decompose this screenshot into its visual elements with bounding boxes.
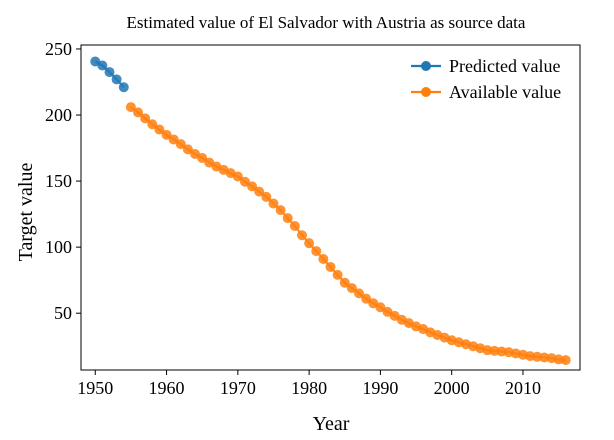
data-point: [289, 220, 300, 231]
legend-marker: [421, 61, 431, 71]
data-point: [275, 205, 286, 216]
x-tick-label: 1960: [149, 378, 185, 398]
data-point: [261, 191, 272, 202]
data-point: [154, 124, 165, 135]
data-point: [304, 238, 315, 249]
data-point: [311, 246, 322, 257]
data-point: [268, 198, 279, 209]
x-axis-label: Year: [313, 413, 350, 435]
data-point: [339, 277, 350, 288]
data-point: [318, 254, 329, 265]
y-tick-label: 50: [54, 303, 72, 323]
y-axis-label: Target value: [15, 163, 37, 262]
data-point: [325, 261, 336, 272]
data-point: [354, 288, 365, 299]
data-point: [239, 176, 250, 187]
data-point: [296, 230, 307, 241]
data-point: [282, 213, 293, 224]
series-line-1: [130, 106, 566, 362]
data-point: [182, 144, 193, 155]
data-point: [175, 139, 186, 150]
y-tick-label: 100: [45, 237, 72, 257]
legend-label: Predicted value: [449, 56, 560, 76]
data-point: [97, 60, 108, 71]
x-tick-label: 1980: [291, 378, 327, 398]
data-point: [375, 302, 386, 313]
data-point: [346, 283, 357, 294]
x-tick-label: 1950: [77, 378, 113, 398]
y-tick-label: 250: [45, 39, 72, 59]
data-point: [247, 181, 258, 192]
data-point: [197, 152, 208, 163]
data-point: [125, 102, 136, 113]
legend-marker: [421, 87, 431, 97]
y-tick-label: 200: [45, 105, 72, 125]
x-tick-label: 2000: [434, 378, 470, 398]
plot-frame: [80, 44, 581, 371]
data-point: [133, 107, 144, 118]
x-tick-label: 1970: [220, 378, 256, 398]
data-point: [254, 186, 265, 197]
plot-area: 1950 1960 1970 1980 1990 2000 2010 50 100 150 200 2…: [45, 39, 571, 398]
data-point: [232, 171, 243, 182]
data-point: [168, 134, 179, 145]
data-point: [332, 269, 343, 280]
data-point: [147, 119, 158, 130]
legend-label: Available value: [449, 82, 561, 102]
legend: Predicted value Available value: [411, 56, 561, 102]
data-point: [111, 74, 122, 85]
data-point: [560, 355, 571, 366]
chart-title: Estimated value of El Salvador with Aust…: [127, 13, 526, 32]
data-point: [118, 82, 129, 93]
x-tick-label: 2010: [505, 378, 541, 398]
data-point: [361, 293, 372, 304]
y-tick-label: 150: [45, 171, 72, 191]
x-tick-label: 1990: [362, 378, 398, 398]
data-point: [161, 129, 172, 140]
data-point: [104, 67, 115, 78]
data-point: [140, 113, 151, 124]
